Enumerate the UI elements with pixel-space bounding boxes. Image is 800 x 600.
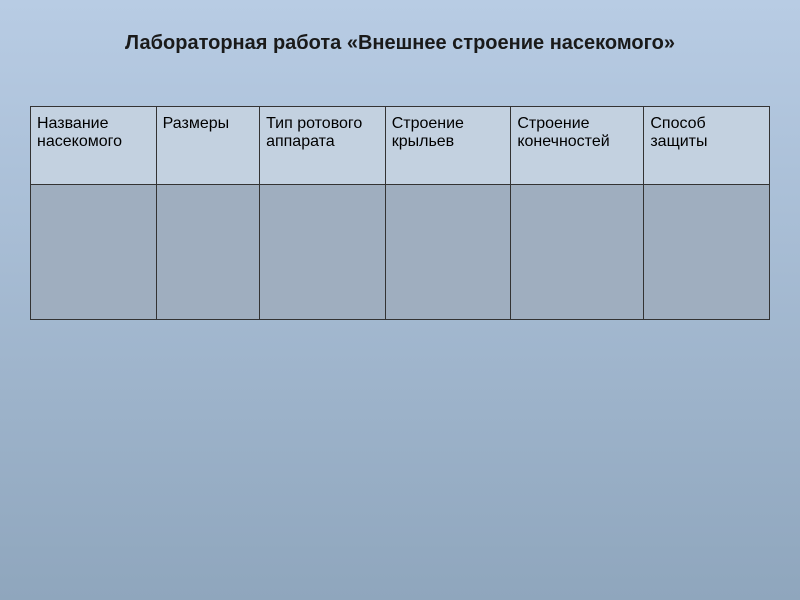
col-header-name: Название насекомого (31, 107, 157, 185)
col-header-mouth: Тип ротового аппарата (260, 107, 386, 185)
col-header-limbs: Строение конечностей (511, 107, 644, 185)
cell-mouth (260, 185, 386, 320)
cell-limbs (511, 185, 644, 320)
cell-defense (644, 185, 770, 320)
table-row (31, 185, 770, 320)
page-title: Лабораторная работа «Внешнее строение на… (0, 0, 800, 76)
col-header-wings: Строение крыльев (385, 107, 511, 185)
worksheet-table: Название насекомого Размеры Тип ротового… (30, 106, 770, 320)
cell-wings (385, 185, 511, 320)
header-row: Название насекомого Размеры Тип ротового… (31, 107, 770, 185)
table-container: Название насекомого Размеры Тип ротового… (0, 76, 800, 320)
cell-size (156, 185, 259, 320)
col-header-size: Размеры (156, 107, 259, 185)
col-header-defense: Способ защиты (644, 107, 770, 185)
cell-name (31, 185, 157, 320)
